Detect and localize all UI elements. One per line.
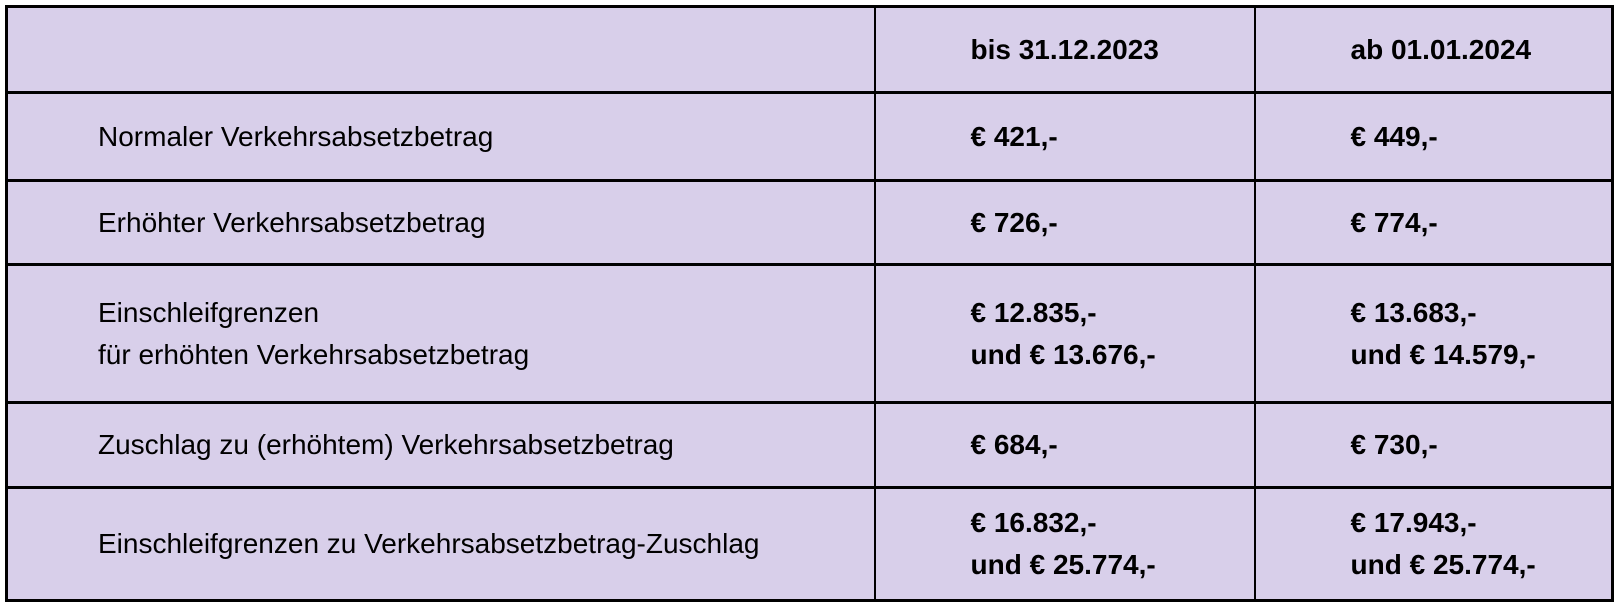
header-row: bis 31.12.2023 ab 01.01.2024 — [5, 5, 1614, 94]
corner-cell — [5, 5, 876, 94]
table-row: Zuschlag zu (erhöhtem) Verkehrsabsetzbet… — [5, 401, 1614, 489]
row-label: Normaler Verkehrsabsetzbetrag — [5, 91, 876, 182]
value-ab-2024: € 774,- — [1253, 179, 1614, 266]
value-bis-2023: € 12.835,- und € 13.676,- — [873, 263, 1256, 404]
value-ab-2024: € 17.943,- und € 25.774,- — [1253, 486, 1614, 602]
table-row: Einschleifgrenzen für erhöhten Verkehrsa… — [5, 263, 1614, 404]
column-header-bis-2023: bis 31.12.2023 — [873, 5, 1256, 94]
tax-table-container: bis 31.12.2023 ab 01.01.2024 Normaler Ve… — [5, 5, 1614, 602]
value-ab-2024: € 449,- — [1253, 91, 1614, 182]
column-header-ab-2024: ab 01.01.2024 — [1253, 5, 1614, 94]
table-row: Einschleifgrenzen zu Verkehrsabsetzbetra… — [5, 486, 1614, 602]
row-label: Einschleifgrenzen zu Verkehrsabsetzbetra… — [5, 486, 876, 602]
value-ab-2024: € 730,- — [1253, 401, 1614, 489]
row-label: Zuschlag zu (erhöhtem) Verkehrsabsetzbet… — [5, 401, 876, 489]
value-ab-2024: € 13.683,- und € 14.579,- — [1253, 263, 1614, 404]
value-bis-2023: € 684,- — [873, 401, 1256, 489]
value-bis-2023: € 16.832,- und € 25.774,- — [873, 486, 1256, 602]
row-label: Einschleifgrenzen für erhöhten Verkehrsa… — [5, 263, 876, 404]
verkehrsabsetzbetrag-table: bis 31.12.2023 ab 01.01.2024 Normaler Ve… — [5, 5, 1614, 602]
row-label: Erhöhter Verkehrsabsetzbetrag — [5, 179, 876, 266]
value-bis-2023: € 421,- — [873, 91, 1256, 182]
table-row: Erhöhter Verkehrsabsetzbetrag € 726,- € … — [5, 179, 1614, 266]
value-bis-2023: € 726,- — [873, 179, 1256, 266]
table-row: Normaler Verkehrsabsetzbetrag € 421,- € … — [5, 91, 1614, 182]
